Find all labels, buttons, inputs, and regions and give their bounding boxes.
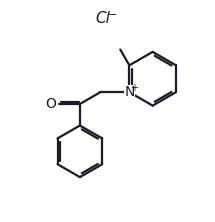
Text: +: +: [130, 83, 138, 93]
Text: O: O: [45, 97, 56, 111]
Text: −: −: [108, 10, 118, 20]
Text: Cl: Cl: [96, 11, 111, 26]
Text: N: N: [124, 85, 135, 99]
